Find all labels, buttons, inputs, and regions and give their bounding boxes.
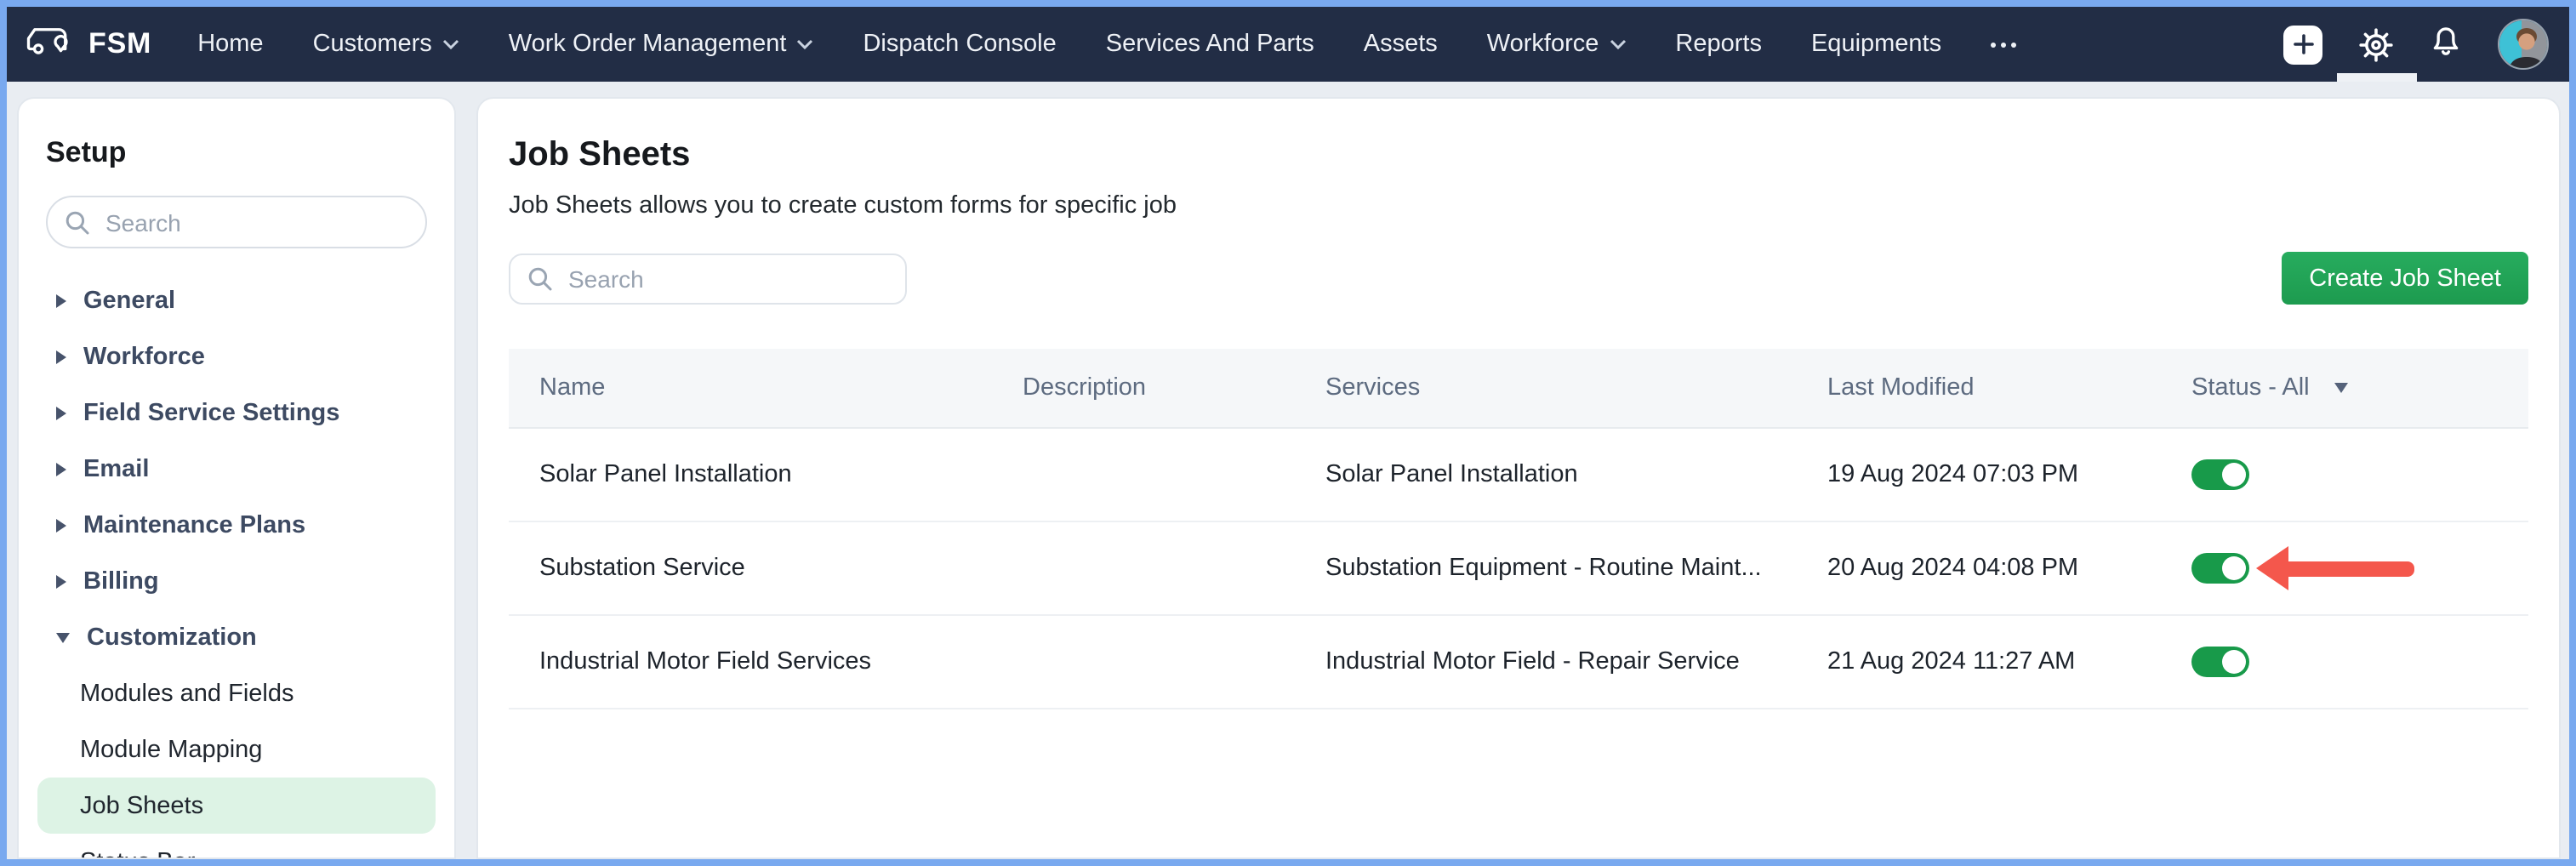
triangle-right-icon (56, 462, 66, 476)
nav-item-home[interactable]: Home (197, 31, 264, 58)
toolbar: Create Job Sheet (509, 252, 2528, 305)
chevron-down-icon (442, 39, 459, 49)
cell-last-modified: 20 Aug 2024 04:08 PM (1827, 555, 2079, 582)
chevron-down-icon (797, 39, 813, 49)
status-toggle-on[interactable] (2191, 647, 2249, 677)
brand-name: FSM (88, 27, 152, 60)
quick-add-button[interactable] (2283, 25, 2322, 64)
sidebar-section-general[interactable]: General (46, 272, 427, 328)
create-job-sheet-button[interactable]: Create Job Sheet (2282, 252, 2528, 305)
sidebar-search-input[interactable] (46, 196, 427, 248)
nav-item-dispatch-console[interactable]: Dispatch Console (863, 31, 1057, 58)
triangle-right-icon (56, 293, 66, 307)
sidebar-section-billing[interactable]: Billing (46, 553, 427, 609)
gear-icon (2359, 27, 2393, 61)
status-filter-dropdown[interactable]: Status - All (2161, 374, 2528, 402)
setup-tree: General Workforce Field Service Settings… (37, 272, 436, 857)
status-toggle-on[interactable] (2191, 553, 2249, 584)
red-arrow-annotation-icon (2256, 546, 2414, 590)
sidebar-title: Setup (46, 136, 127, 168)
notifications-button[interactable] (2430, 22, 2462, 66)
job-sheets-table: Name Description Services Last Modified … (509, 349, 2528, 709)
nav-item-equipments[interactable]: Equipments (1810, 31, 1942, 58)
cell-status (2161, 459, 2528, 490)
column-header-last-modified: Last Modified (1827, 374, 1975, 402)
triangle-right-icon (56, 518, 66, 532)
nav-item-customers[interactable]: Customers (313, 31, 459, 58)
sidebar-section-email[interactable]: Email (46, 441, 427, 497)
fsm-truck-icon (24, 22, 75, 66)
triangle-down-icon (56, 632, 70, 642)
search-icon (66, 210, 89, 234)
sidebar-item-job-sheets[interactable]: Job Sheets (37, 778, 436, 834)
table-row[interactable]: Substation Service Substation Equipment … (509, 522, 2528, 616)
column-header-services: Services (1325, 374, 1421, 402)
nav-item-work-order-management[interactable]: Work Order Management (509, 31, 814, 58)
column-header-name: Name (539, 374, 606, 402)
triangle-right-icon (56, 350, 66, 363)
cell-status (2161, 546, 2528, 590)
cell-last-modified: 21 Aug 2024 11:27 AM (1827, 648, 2076, 675)
cell-name: Substation Service (539, 555, 745, 582)
triangle-right-icon (56, 574, 66, 588)
job-sheets-panel: Job Sheets Job Sheets allows you to crea… (476, 97, 2561, 859)
sidebar-item-status-bar[interactable]: Status Bar (37, 834, 436, 857)
page-subtitle: Job Sheets allows you to create custom f… (509, 192, 1177, 219)
nav-item-reports[interactable]: Reports (1675, 31, 1762, 58)
chevron-down-icon (1610, 39, 1626, 49)
cell-name: Industrial Motor Field Services (539, 648, 872, 675)
nav-item-services-and-parts[interactable]: Services And Parts (1105, 31, 1314, 58)
primary-navigation: Home Customers Work Order Management Dis… (197, 31, 2017, 58)
sidebar-section-workforce[interactable]: Workforce (46, 328, 427, 385)
brand-logo: FSM (24, 22, 151, 66)
plus-icon (2293, 34, 2313, 54)
status-toggle-on[interactable] (2191, 459, 2249, 490)
settings-button[interactable] (2336, 7, 2416, 82)
cell-name: Solar Panel Installation (539, 461, 792, 488)
sidebar-section-customization[interactable]: Customization (46, 609, 427, 665)
setup-sidebar: Setup General Workforce Field Ser (17, 97, 456, 859)
sidebar-search (46, 196, 427, 248)
search-icon (528, 266, 552, 290)
nav-item-workforce[interactable]: Workforce (1487, 31, 1627, 58)
sidebar-item-module-mapping[interactable]: Module Mapping (80, 736, 263, 763)
cell-services: Solar Panel Installation (1325, 461, 1578, 488)
triangle-right-icon (56, 406, 66, 419)
active-settings-indicator (2336, 73, 2416, 82)
bell-icon (2433, 27, 2459, 55)
user-avatar[interactable] (2498, 19, 2549, 70)
sidebar-item-modules-and-fields[interactable]: Modules and Fields (80, 680, 294, 707)
table-row[interactable]: Industrial Motor Field Services Industri… (509, 616, 2528, 709)
table-search (509, 253, 907, 304)
nav-item-assets[interactable]: Assets (1363, 31, 1438, 58)
content-area: Setup General Workforce Field Ser (7, 82, 2569, 859)
column-header-description: Description (1023, 374, 1147, 402)
table-row[interactable]: Solar Panel Installation Solar Panel Ins… (509, 429, 2528, 522)
cell-last-modified: 19 Aug 2024 07:03 PM (1827, 461, 2079, 488)
overflow-menu-icon[interactable] (1991, 42, 2017, 47)
top-navbar: FSM Home Customers Work Order Management… (7, 7, 2569, 82)
table-header-row: Name Description Services Last Modified … (509, 349, 2528, 429)
navbar-actions (2283, 7, 2549, 82)
sidebar-section-field-service-settings[interactable]: Field Service Settings (46, 385, 427, 441)
caret-down-icon (2334, 383, 2349, 393)
table-search-input[interactable] (509, 253, 907, 304)
cell-services: Industrial Motor Field - Repair Service (1325, 648, 1740, 675)
sidebar-section-maintenance-plans[interactable]: Maintenance Plans (46, 497, 427, 553)
cell-status (2161, 647, 2528, 677)
cell-services: Substation Equipment - Routine Maint... (1325, 555, 1762, 582)
page-title: Job Sheets (509, 136, 691, 174)
